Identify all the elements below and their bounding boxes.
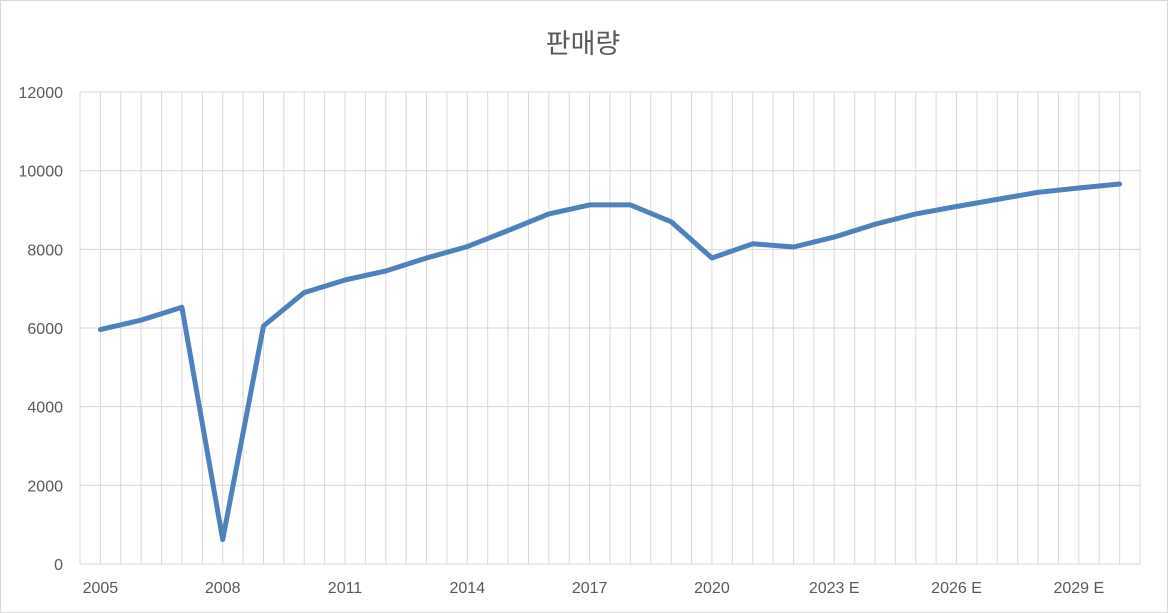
x-tick-label: 2017 (572, 580, 608, 597)
y-tick-label: 0 (54, 557, 63, 574)
y-axis-tick-labels: 0 2000 4000 6000 8000 10000 12000 (19, 85, 64, 574)
y-tick-label: 4000 (27, 400, 63, 417)
y-tick-label: 10000 (19, 164, 64, 181)
y-tick-label: 2000 (27, 478, 63, 495)
series-line (97, 181, 1123, 543)
y-tick-label: 8000 (27, 242, 63, 259)
x-tick-label: 2029 E (1053, 580, 1104, 597)
x-tick-label: 2020 (694, 580, 730, 597)
horizontal-gridlines (80, 91, 1140, 565)
series-layer (97, 181, 1123, 543)
x-tick-label: 2011 (328, 580, 363, 597)
x-tick-label: 2008 (205, 580, 241, 597)
chart-title: 판매량 (545, 29, 621, 60)
x-tick-label: 2005 (83, 580, 119, 597)
y-tick-label: 12000 (19, 85, 64, 102)
x-tick-label: 2014 (450, 580, 486, 597)
y-tick-label: 6000 (27, 321, 63, 338)
x-axis-tick-labels: 2005 2008 2011 2014 2017 2020 2023 E 2026 E 2029… (83, 580, 1105, 597)
x-tick-label: 2026 E (931, 580, 982, 597)
x-tick-label: 2023 E (809, 580, 860, 597)
